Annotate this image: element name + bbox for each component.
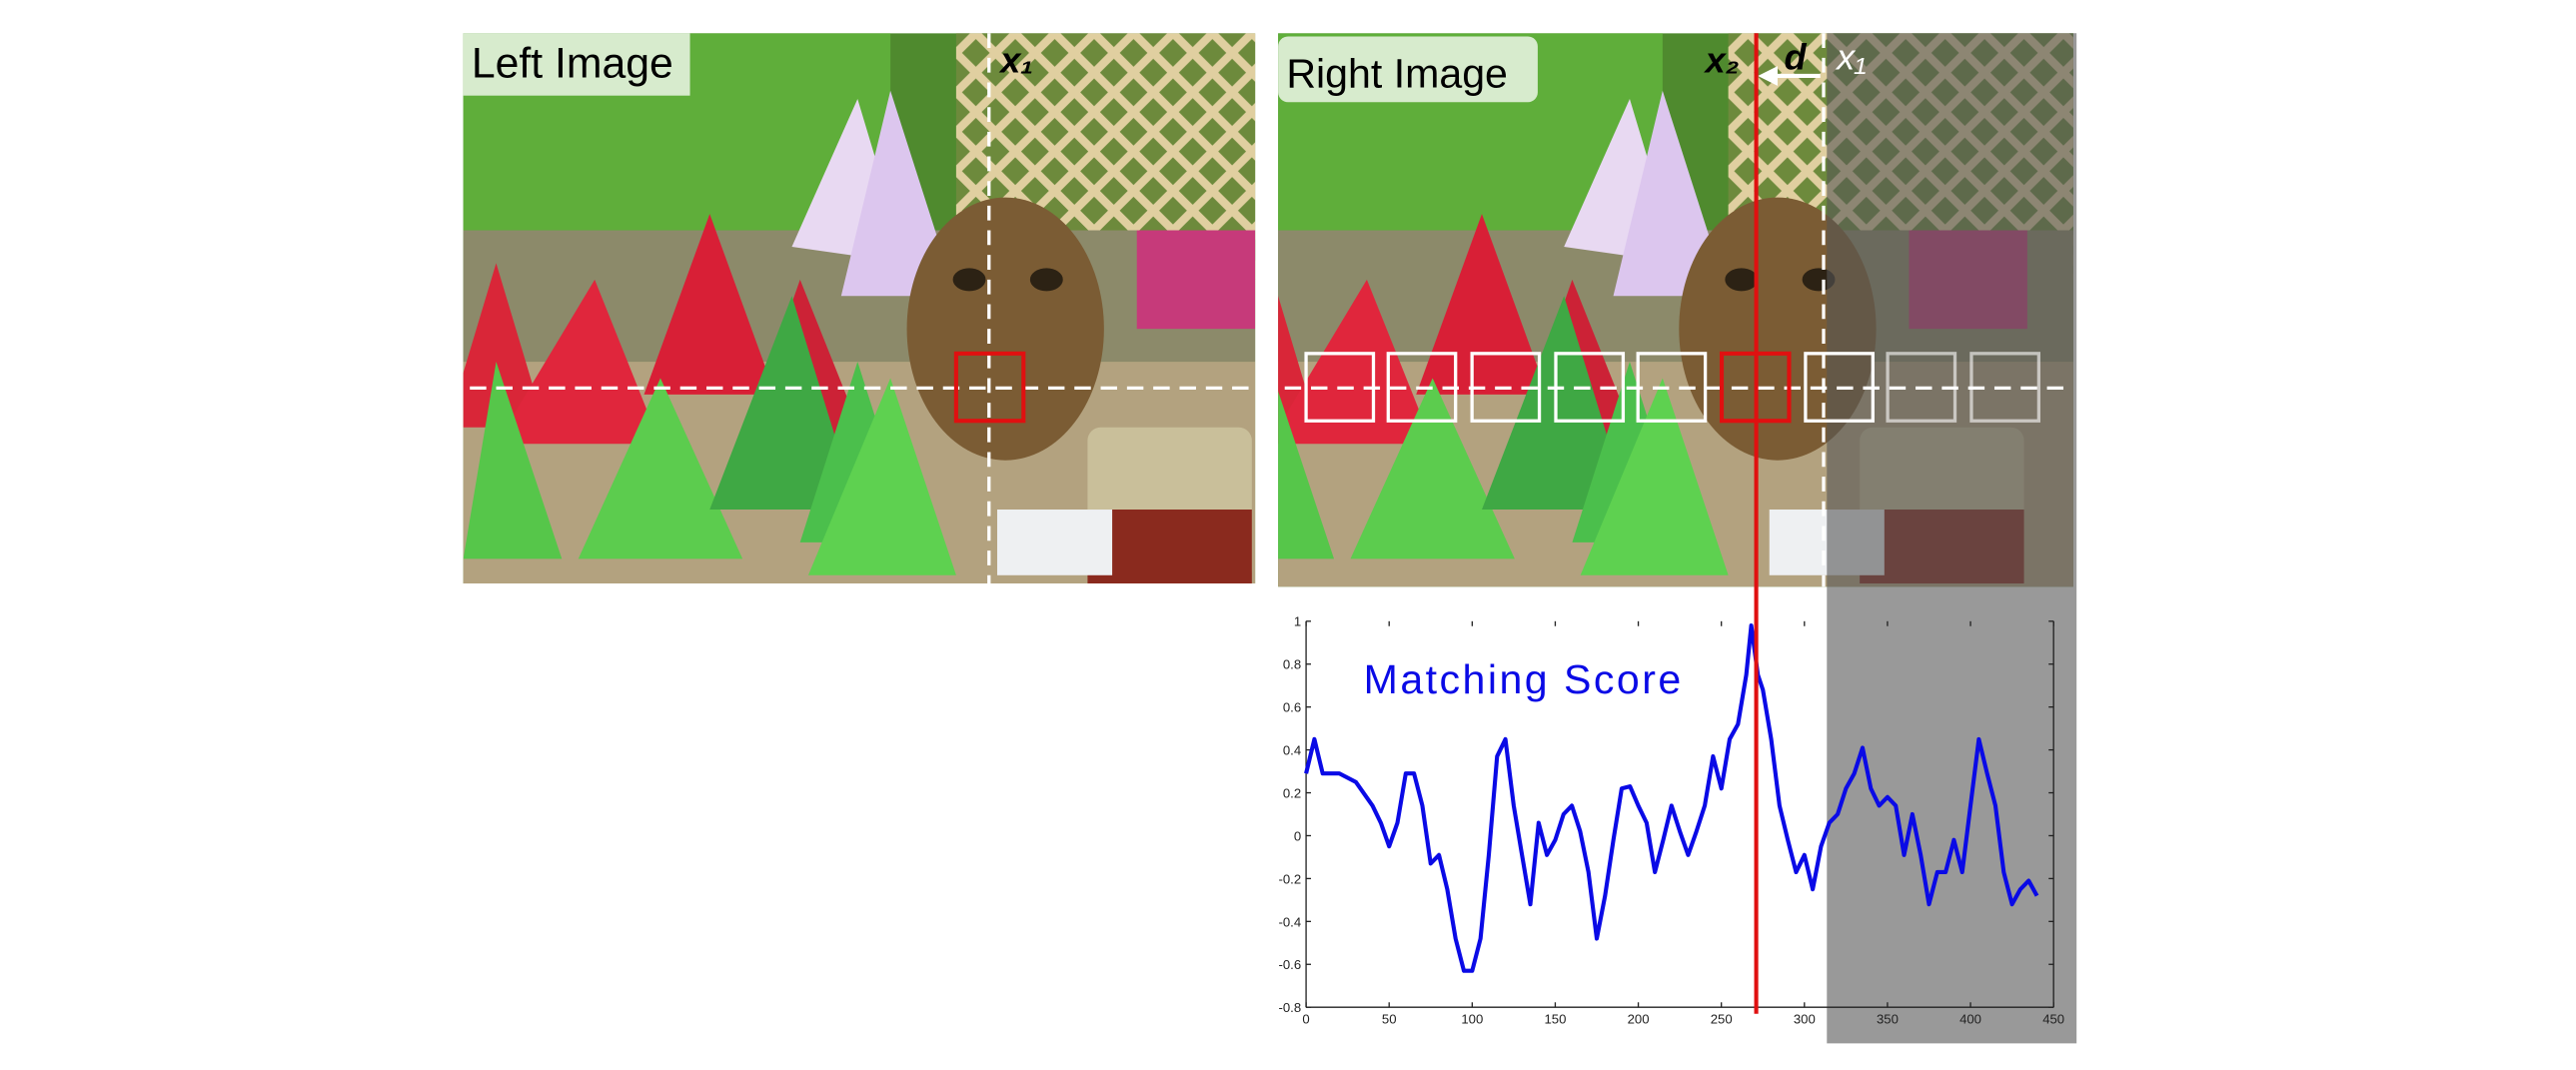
x-tick-label: 400: [1959, 1012, 1981, 1027]
arrow-head: [1758, 66, 1778, 86]
y-tick-label: 0.4: [1283, 743, 1301, 758]
y-tick-label: 1: [1294, 614, 1301, 629]
x-tick-label: 350: [1877, 1012, 1899, 1027]
score-line: [1304, 623, 2039, 973]
candidate-windows: [1304, 352, 2041, 423]
x1-label: x₁: [1835, 36, 1866, 77]
x-tick-label: 250: [1711, 1012, 1733, 1027]
chart-title: Matching Score: [1364, 656, 1684, 702]
x-tick-label: 150: [1544, 1012, 1566, 1027]
y-tick-label: -0.8: [1278, 1000, 1301, 1015]
occlusion-overlay: [1827, 33, 2077, 1044]
y-tick-label: -0.2: [1278, 871, 1301, 886]
y-tick-label: 0.6: [1283, 700, 1301, 715]
right-image-label: Right Image: [1286, 50, 1508, 96]
x-tick-label: 200: [1628, 1012, 1650, 1027]
d-label: d: [1785, 36, 1808, 77]
y-tick-label: -0.6: [1278, 957, 1301, 972]
y-tick-label: 0.2: [1283, 785, 1301, 800]
x-tick-label: 100: [1461, 1012, 1483, 1027]
x2-label: x₂: [1704, 40, 1740, 81]
label-box: [463, 33, 690, 96]
x-tick-label: 0: [1302, 1012, 1309, 1027]
label-box: [1278, 36, 1538, 103]
x1-label: x₁: [998, 40, 1033, 81]
chart: -0.8 -0.6 -0.4 -0.2 0 0.2 0.4 0.6 0.8 1 0 50 100 150 2…: [1278, 614, 2064, 1027]
y-tick-label: 0: [1294, 828, 1301, 843]
left-image-label: Left Image: [472, 40, 673, 88]
y-tick-label: 0.8: [1283, 657, 1301, 672]
x-tick-label: 450: [2042, 1012, 2064, 1027]
left-image: [463, 33, 1256, 584]
y-tick-label: -0.4: [1278, 914, 1301, 929]
reference-window: [953, 351, 1026, 424]
x-tick-label: 50: [1382, 1012, 1397, 1027]
x-tick-label: 300: [1794, 1012, 1816, 1027]
